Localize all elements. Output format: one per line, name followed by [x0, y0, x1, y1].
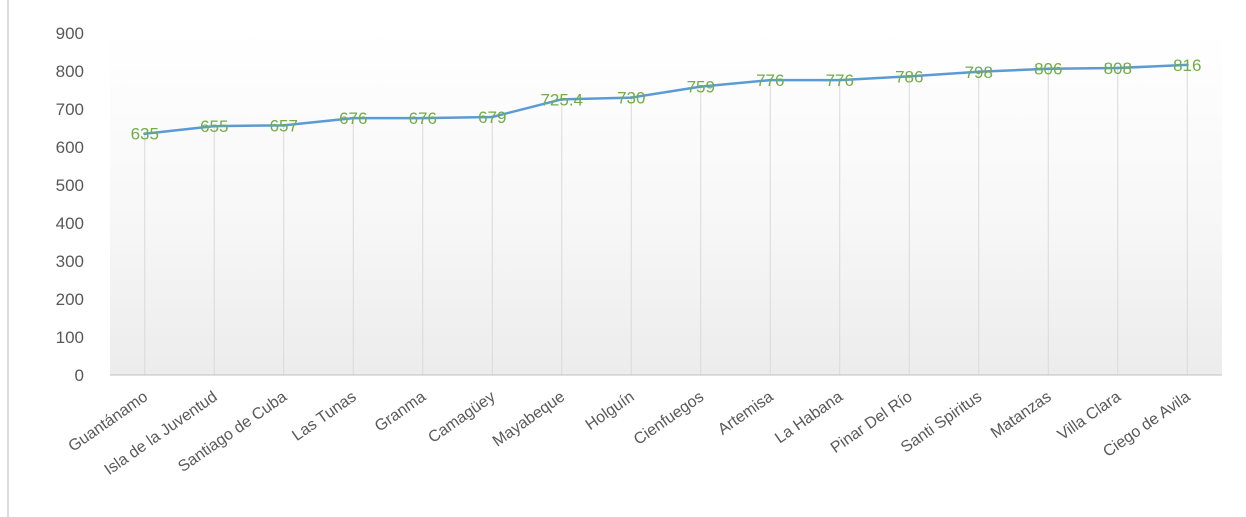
y-tick-label: 200: [56, 290, 84, 309]
data-point: [907, 74, 911, 78]
series-line-group: [143, 63, 1189, 136]
data-point: [768, 78, 772, 82]
x-tick-label: Isla de la Juventud: [102, 388, 221, 478]
data-point: [421, 116, 425, 120]
data-label: 730: [617, 89, 645, 108]
data-label: 655: [200, 117, 228, 136]
x-tick-label: Mayabeque: [490, 388, 568, 450]
data-point: [838, 78, 842, 82]
y-tick-label: 900: [56, 24, 84, 43]
x-tick-label: Las Tunas: [289, 388, 359, 444]
x-tick-label: Villa Clara: [1055, 388, 1124, 444]
x-tick-label: Granma: [372, 388, 429, 435]
x-tick-label: Artemisa: [715, 388, 777, 438]
y-tick-label: 800: [56, 62, 84, 81]
y-tick-label: 0: [75, 366, 84, 385]
data-point: [1046, 67, 1050, 71]
data-label: 676: [339, 109, 367, 128]
data-point: [977, 70, 981, 74]
y-tick-label: 100: [56, 328, 84, 347]
data-point: [282, 123, 286, 127]
data-label: 759: [687, 78, 715, 97]
x-tick-label: Camagüey: [425, 388, 498, 446]
data-point: [1116, 66, 1120, 70]
data-point: [699, 85, 703, 89]
y-tick-label: 700: [56, 100, 84, 119]
vertical-gridlines: [144, 64, 1188, 375]
data-label: 776: [756, 71, 784, 90]
y-tick-label: 300: [56, 252, 84, 271]
y-axis-tick-labels: 0 100 200 300 400 500 600 700 800 900: [56, 24, 84, 385]
data-point: [212, 124, 216, 128]
data-label: 635: [131, 125, 159, 144]
data-point: [490, 115, 494, 119]
data-label: 816: [1173, 56, 1201, 75]
data-labels: 635 655 657 676 676 679 725.4 730 759 776 776 786 79…: [131, 56, 1202, 144]
x-tick-label: Holguín: [583, 388, 638, 434]
data-label: 725.4: [540, 90, 583, 109]
data-point: [629, 96, 633, 100]
data-label: 786: [895, 67, 923, 86]
data-label: 676: [409, 109, 437, 128]
y-tick-label: 600: [56, 138, 84, 157]
data-label: 776: [826, 71, 854, 90]
data-point: [560, 97, 564, 101]
plot-area: [110, 30, 1222, 375]
series-line: [143, 63, 1189, 135]
y-tick-label: 400: [56, 214, 84, 233]
data-label: 806: [1034, 60, 1062, 79]
data-label: 657: [270, 116, 298, 135]
data-point: [1185, 63, 1189, 67]
data-label: 679: [478, 108, 506, 127]
x-tick-label: Matanzas: [988, 388, 1055, 442]
data-point: [143, 132, 147, 136]
x-tick-label: Cienfuegos: [631, 388, 707, 448]
y-tick-label: 500: [56, 176, 84, 195]
data-label: 798: [965, 63, 993, 82]
data-label: 808: [1104, 59, 1132, 78]
data-point: [351, 116, 355, 120]
